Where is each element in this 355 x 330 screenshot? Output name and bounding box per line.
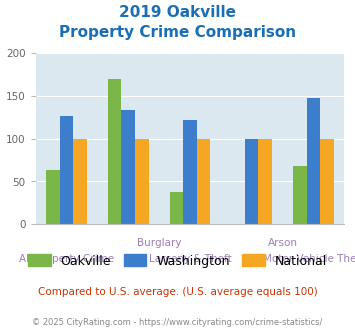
Text: Larceny & Theft: Larceny & Theft	[148, 254, 231, 264]
Text: Compared to U.S. average. (U.S. average equals 100): Compared to U.S. average. (U.S. average …	[38, 287, 317, 297]
Bar	[245, 139, 258, 224]
Bar	[170, 192, 183, 224]
Bar	[60, 116, 73, 224]
Bar	[197, 139, 210, 224]
Bar	[73, 139, 87, 224]
Legend: Oakville, Washington, National: Oakville, Washington, National	[23, 249, 332, 273]
Text: Arson: Arson	[268, 238, 297, 248]
Bar	[108, 79, 121, 224]
Bar	[307, 98, 320, 224]
Bar	[320, 139, 334, 224]
Bar	[121, 110, 135, 224]
Text: Motor Vehicle Theft: Motor Vehicle Theft	[263, 254, 355, 264]
Text: All Property Crime: All Property Crime	[19, 254, 114, 264]
Text: Property Crime Comparison: Property Crime Comparison	[59, 25, 296, 40]
Bar	[46, 170, 60, 224]
Text: Burglary: Burglary	[137, 238, 181, 248]
Text: 2019 Oakville: 2019 Oakville	[119, 5, 236, 20]
Bar	[258, 139, 272, 224]
Bar	[183, 120, 197, 224]
Bar	[135, 139, 148, 224]
Text: © 2025 CityRating.com - https://www.cityrating.com/crime-statistics/: © 2025 CityRating.com - https://www.city…	[32, 318, 323, 327]
Bar	[293, 166, 307, 224]
